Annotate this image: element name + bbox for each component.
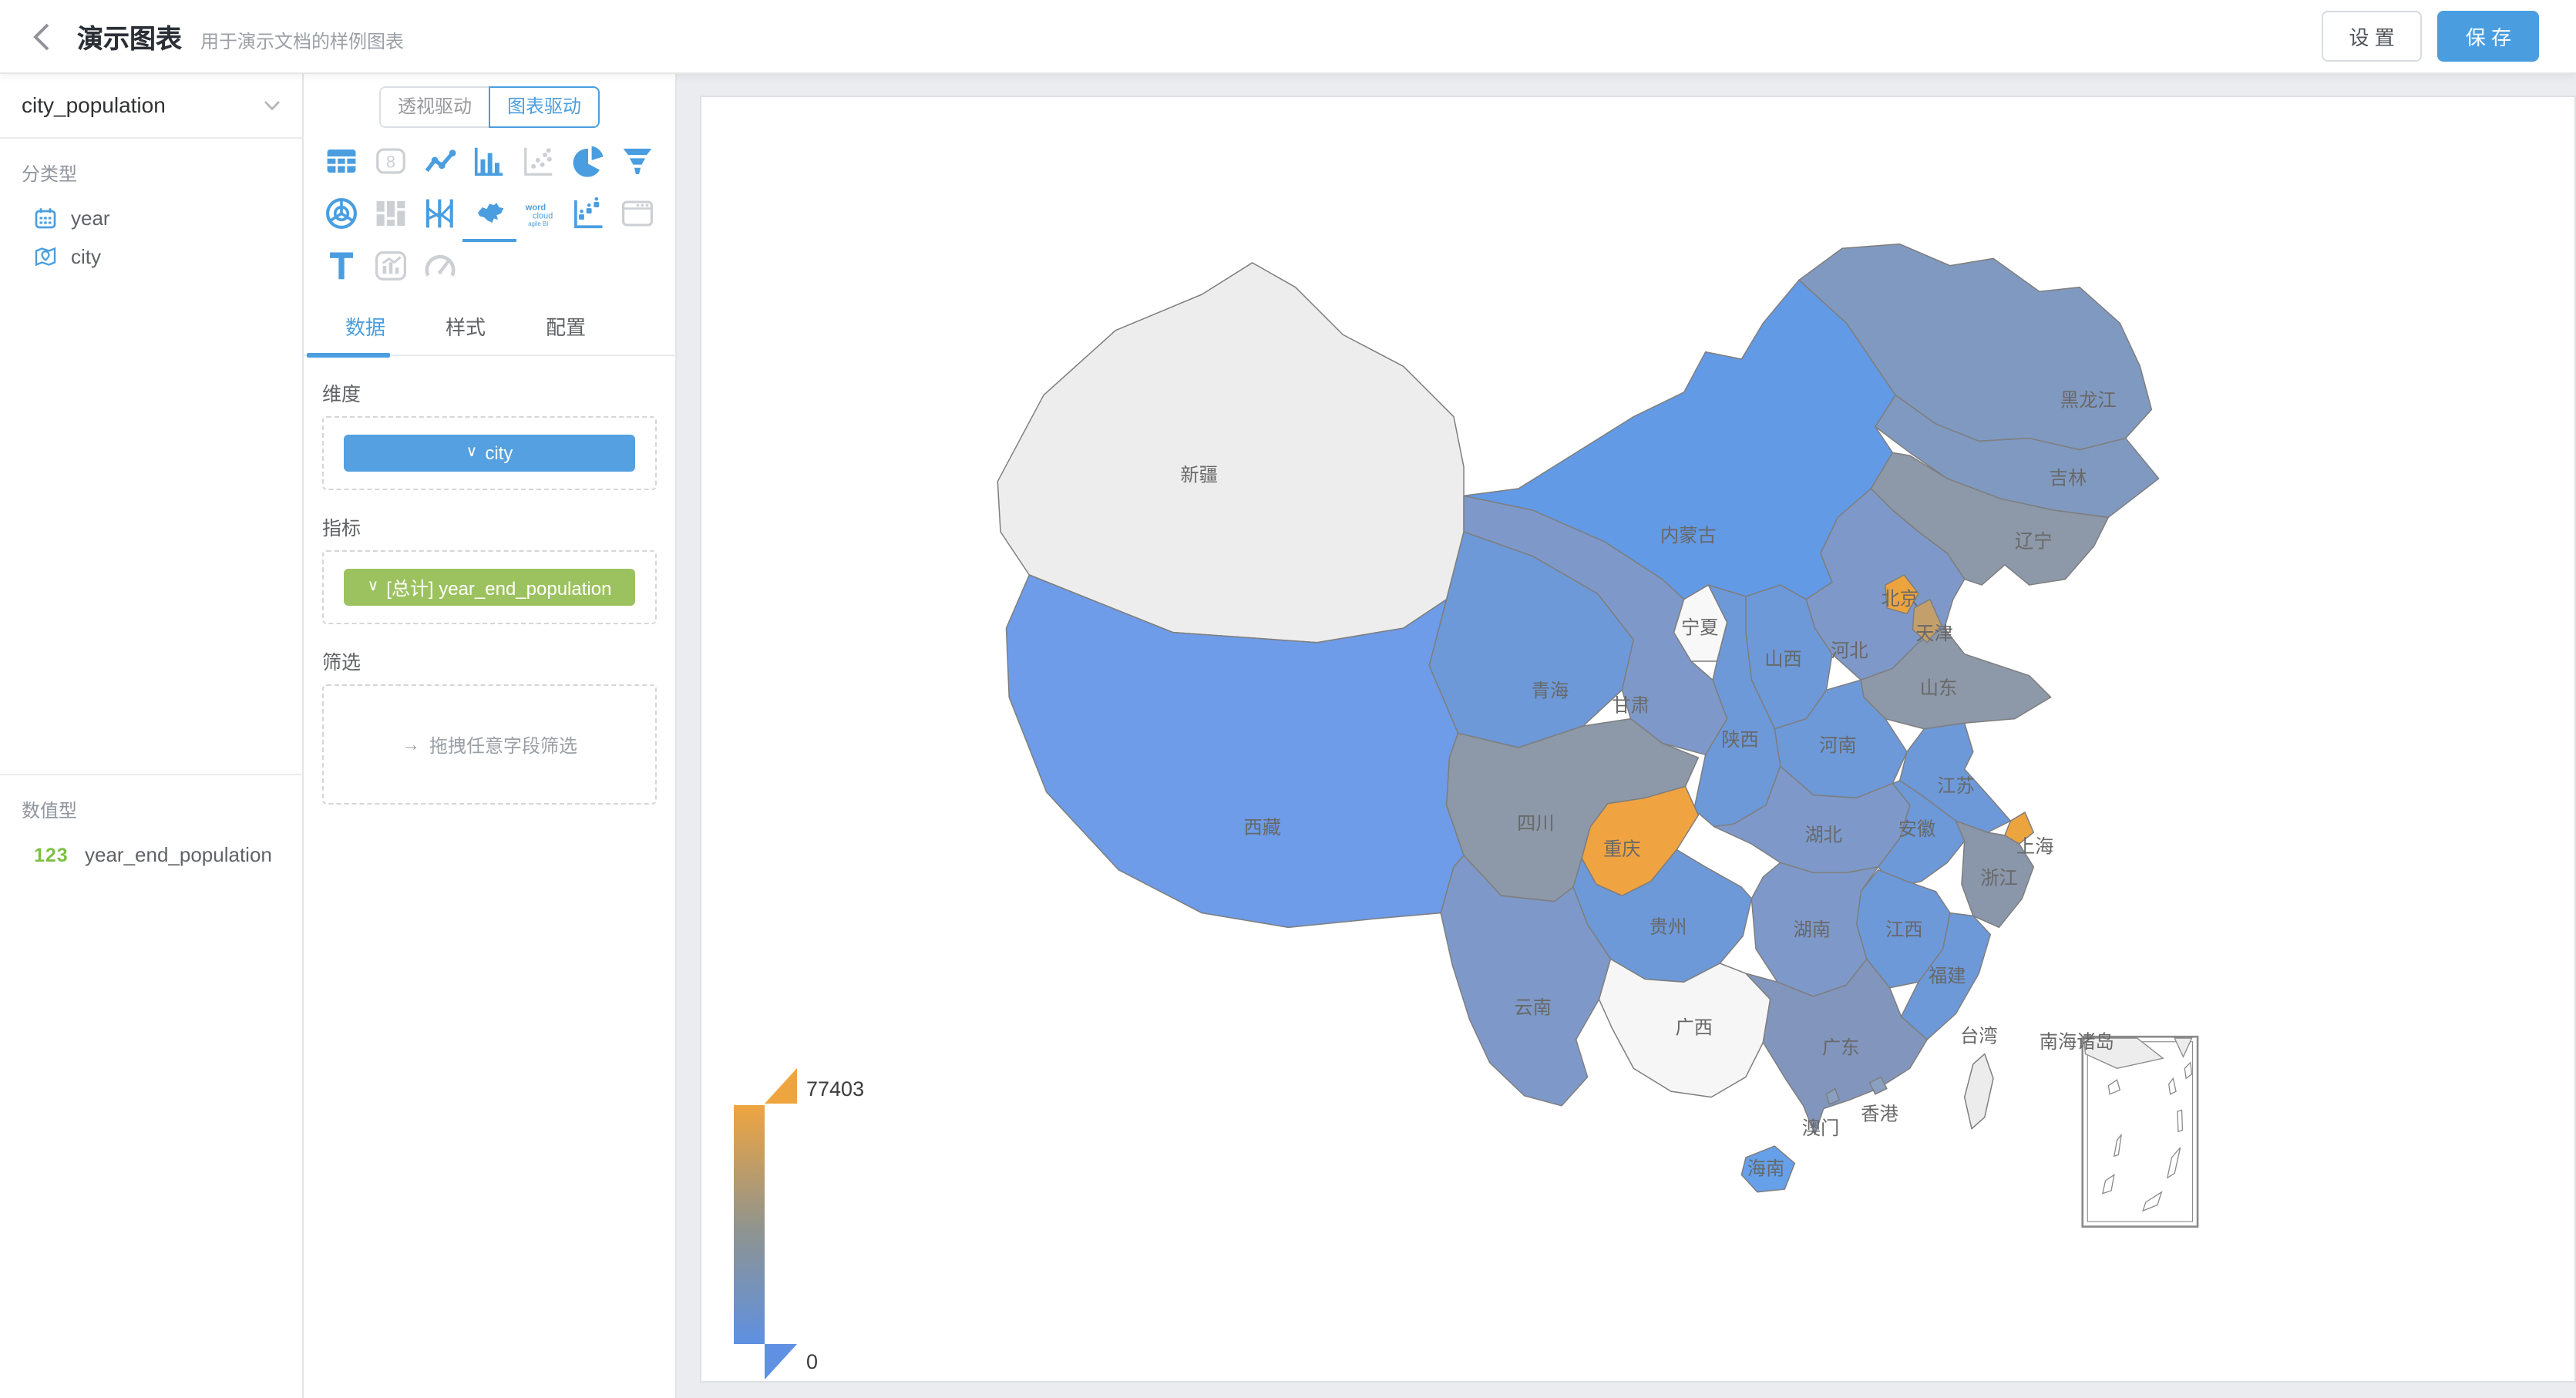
save-button[interactable]: 保 存 <box>2437 11 2539 62</box>
china-map-icon[interactable] <box>462 196 516 242</box>
province-shanghai[interactable] <box>2004 812 2035 845</box>
chevron-left-icon <box>33 22 49 50</box>
dataset-select[interactable]: city_population <box>0 72 302 139</box>
province-jiangsu[interactable] <box>1898 722 2012 833</box>
text-card-icon[interactable] <box>323 248 358 284</box>
tab-style[interactable]: 样式 <box>446 316 486 339</box>
metric-dropzone[interactable]: ∨ [总计] year_end_population <box>322 550 657 624</box>
legend-max-handle[interactable] <box>765 1068 797 1104</box>
province-hainan[interactable] <box>1740 1145 1796 1193</box>
legend-max-value: 77403 <box>806 1077 865 1101</box>
province-beijing[interactable] <box>1885 574 1919 615</box>
svg-text:agile BI: agile BI <box>528 220 548 227</box>
pie-chart-icon[interactable] <box>571 143 607 179</box>
province-label-xianggang: 香港 <box>1861 1104 1898 1124</box>
settings-button[interactable]: 设 置 <box>2321 11 2423 62</box>
south-china-sea-inset <box>2081 1035 2199 1228</box>
chart-canvas[interactable]: 新疆 西藏 青海 甘肃 内蒙古 宁夏 黑龙江 吉林 辽宁 河北 山西 山东 河南 陕西 江苏 安徽 湖北 浙江 江西… <box>700 96 2576 1383</box>
board-icon[interactable] <box>372 196 408 231</box>
field-item-city[interactable]: city <box>0 237 302 276</box>
mix-chart-icon[interactable] <box>372 248 408 284</box>
radar-chart-icon[interactable] <box>323 196 358 231</box>
svg-text:cloud: cloud <box>533 211 553 220</box>
chart-type-grid: 8 word cloud agile BI <box>304 128 675 284</box>
arrow-right-icon: → <box>401 734 420 755</box>
metric-label: 指标 <box>322 518 362 539</box>
header: 演示图表 用于演示文档的样例图表 设 置 保 存 <box>0 0 2576 74</box>
number-123-icon: 123 <box>34 844 69 865</box>
iframe-card-icon[interactable] <box>620 196 656 231</box>
tab-config[interactable]: 配置 <box>546 316 587 339</box>
calendar-icon <box>35 208 56 229</box>
kpi-card-icon[interactable]: 8 <box>372 143 408 179</box>
mode-chart-button[interactable]: 图表驱动 <box>489 86 600 128</box>
numeric-section-label: 数值型 <box>22 800 78 822</box>
field-item-year[interactable]: year <box>0 199 302 237</box>
province-zhejiang[interactable] <box>1955 820 2035 929</box>
filter-dropzone[interactable]: → 拖拽任意字段筛选 <box>322 684 657 805</box>
config-tabs: 数据 样式 配置 <box>304 310 675 358</box>
page-subtitle: 用于演示文档的样例图表 <box>200 30 405 52</box>
chevron-down-icon: ∨ <box>466 444 478 461</box>
province-label-taiwan: 台湾 <box>1960 1027 1998 1047</box>
chevron-down-icon: ∨ <box>367 578 379 595</box>
dataset-panel: city_population 分类型 year <box>0 72 304 1398</box>
table-icon[interactable] <box>323 143 358 179</box>
field-item-year-end-population[interactable]: 123 year_end_population <box>34 843 272 866</box>
province-taiwan[interactable] <box>1963 1053 1994 1130</box>
back-button[interactable] <box>22 16 62 56</box>
chart-config-panel: 透视驱动 图表驱动 8 word cloud agile BI 数据 样式 配置 维度… <box>304 72 677 1398</box>
scatter-plot-icon[interactable] <box>521 143 557 179</box>
province-guangxi[interactable] <box>1598 958 1771 1098</box>
svg-text:8: 8 <box>385 152 395 171</box>
province-guangdong[interactable] <box>1745 958 1928 1135</box>
numeric-fields-section: 数值型 123 year_end_population <box>0 774 302 874</box>
svg-text:word: word <box>525 203 546 212</box>
mode-toggle: 透视驱动 图表驱动 <box>304 86 675 128</box>
dimension-label: 维度 <box>322 384 362 405</box>
category-section-label: 分类型 <box>22 163 78 185</box>
dimension-dropzone[interactable]: ∨ city <box>322 416 657 490</box>
province-yunnan[interactable] <box>1440 855 1612 1107</box>
gauge-icon[interactable] <box>422 248 458 284</box>
category-fields-section: 分类型 year city <box>0 139 302 774</box>
waterfall-chart-icon[interactable] <box>571 196 607 231</box>
active-tab-indicator <box>307 353 390 358</box>
tab-data[interactable]: 数据 <box>345 316 386 339</box>
chevron-down-icon <box>264 100 280 110</box>
province-aomen[interactable] <box>1825 1087 1841 1105</box>
province-fujian[interactable] <box>1900 912 1992 1040</box>
metric-chip-year-end-population[interactable]: ∨ [总计] year_end_population <box>344 569 635 606</box>
legend-min-handle[interactable] <box>765 1344 797 1380</box>
funnel-chart-icon[interactable] <box>620 143 656 179</box>
parallel-chart-icon[interactable] <box>422 196 458 231</box>
filter-label: 筛选 <box>322 652 362 674</box>
bar-chart-icon[interactable] <box>472 143 507 179</box>
province-tianjin[interactable] <box>1912 598 1942 644</box>
legend-gradient-bar[interactable] <box>734 1105 765 1344</box>
province-xianggang[interactable] <box>1868 1076 1888 1095</box>
mode-pivot-button[interactable]: 透视驱动 <box>378 86 489 128</box>
line-chart-icon[interactable] <box>422 143 458 179</box>
word-cloud-icon[interactable]: word cloud agile BI <box>521 196 557 231</box>
province-jilin[interactable] <box>1875 394 2160 519</box>
legend-min-value: 0 <box>806 1350 819 1373</box>
dimension-chip-city[interactable]: ∨ city <box>344 435 635 472</box>
location-icon <box>35 247 56 267</box>
province-xinjiang[interactable] <box>997 262 1465 644</box>
province-label-aomen: 澳门 <box>1802 1118 1840 1139</box>
dataset-name: city_population <box>22 92 166 117</box>
china-map-chart: 新疆西藏青海甘肃内蒙古宁夏黑龙江吉林辽宁河北山西山东河南陕西江苏安徽湖北浙江江西… <box>997 243 2199 1228</box>
page-title: 演示图表 <box>77 25 182 54</box>
